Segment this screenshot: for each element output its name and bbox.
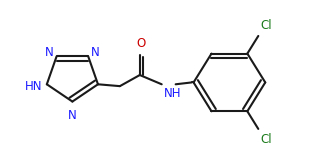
Text: NH: NH	[164, 87, 181, 100]
Text: HN: HN	[25, 80, 43, 93]
Text: O: O	[136, 37, 145, 50]
Text: N: N	[68, 109, 77, 122]
Text: N: N	[45, 46, 53, 59]
Text: Cl: Cl	[260, 19, 272, 32]
Text: N: N	[91, 46, 100, 59]
Text: Cl: Cl	[260, 133, 272, 146]
